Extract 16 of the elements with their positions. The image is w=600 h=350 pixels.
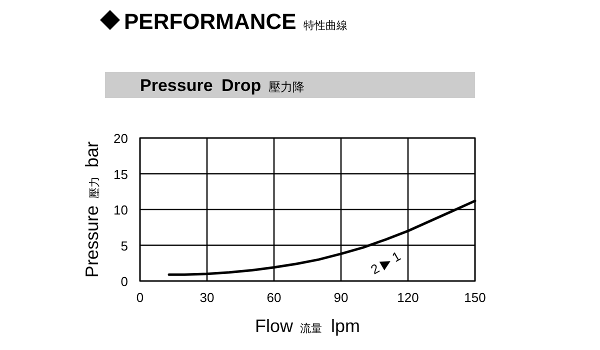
x-tick-label: 90 [334, 290, 348, 305]
x-tick-label: 0 [136, 290, 144, 305]
y-tick-label: 5 [120, 238, 128, 254]
x-tick-label: 60 [266, 290, 282, 305]
x-tick-label: 30 [200, 290, 214, 305]
y-axis-title: Pressure 壓力 bar [82, 141, 102, 278]
x-tick-label: 150 [464, 290, 486, 305]
x-axis-title: Flow 流量 lpm [254, 316, 360, 336]
chart-title: PERFORMANCE 特性曲線 [124, 9, 348, 34]
annotation: 2 ▶ 1 [368, 248, 404, 278]
y-tick-label: 0 [120, 274, 128, 289]
x-tick-label: 120 [397, 290, 419, 305]
y-tick-label: 20 [114, 131, 128, 146]
y-tick-label: 10 [114, 202, 128, 218]
chart-subtitle: Pressure Drop 壓力降 [140, 76, 305, 95]
y-tick-label: 15 [114, 166, 128, 182]
